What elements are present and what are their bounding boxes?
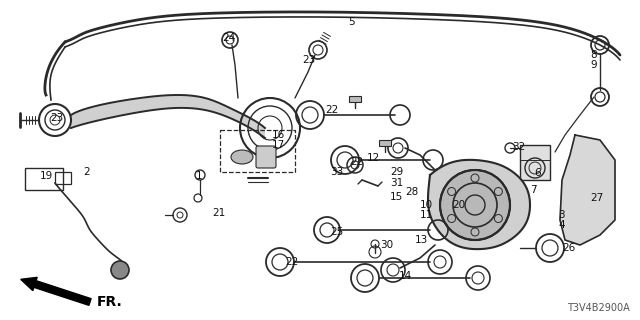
Text: 22: 22 xyxy=(285,257,298,267)
FancyArrow shape xyxy=(20,277,91,305)
Text: 15: 15 xyxy=(390,192,403,202)
Text: 6: 6 xyxy=(534,168,541,178)
Text: 29: 29 xyxy=(390,167,403,177)
FancyBboxPatch shape xyxy=(349,96,361,102)
Circle shape xyxy=(440,170,510,240)
Text: 30: 30 xyxy=(380,240,393,250)
FancyBboxPatch shape xyxy=(256,146,276,168)
Text: 12: 12 xyxy=(367,153,380,163)
Text: 3: 3 xyxy=(558,210,564,220)
Text: 20: 20 xyxy=(452,200,465,210)
Text: T3V4B2900A: T3V4B2900A xyxy=(567,303,630,313)
Text: 28: 28 xyxy=(405,187,419,197)
Text: 1: 1 xyxy=(196,171,203,181)
Text: 21: 21 xyxy=(212,208,225,218)
Text: FR.: FR. xyxy=(97,295,123,309)
Text: 23: 23 xyxy=(50,113,63,123)
Text: 11: 11 xyxy=(420,210,433,220)
Text: 24: 24 xyxy=(222,33,236,43)
Polygon shape xyxy=(71,95,265,138)
Text: 8: 8 xyxy=(590,50,596,60)
Text: 7: 7 xyxy=(530,185,536,195)
Text: 2: 2 xyxy=(83,167,90,177)
FancyBboxPatch shape xyxy=(520,145,550,180)
Text: 17: 17 xyxy=(272,140,285,150)
Text: 14: 14 xyxy=(399,271,412,281)
Text: 22: 22 xyxy=(325,105,339,115)
Text: 10: 10 xyxy=(420,200,433,210)
Text: 5: 5 xyxy=(348,17,355,27)
Polygon shape xyxy=(560,135,615,245)
Text: 25: 25 xyxy=(330,227,343,237)
Text: 27: 27 xyxy=(590,193,604,203)
Text: 23: 23 xyxy=(302,55,316,65)
Ellipse shape xyxy=(231,150,253,164)
Text: 32: 32 xyxy=(512,142,525,152)
FancyBboxPatch shape xyxy=(379,140,391,146)
Text: 16: 16 xyxy=(272,130,285,140)
Polygon shape xyxy=(428,160,530,249)
Text: 19: 19 xyxy=(40,171,53,181)
Text: 4: 4 xyxy=(558,220,564,230)
Text: 9: 9 xyxy=(590,60,596,70)
Text: 22: 22 xyxy=(350,157,364,167)
Text: 31: 31 xyxy=(390,178,403,188)
Text: 33: 33 xyxy=(330,167,343,177)
Text: 13: 13 xyxy=(415,235,428,245)
Text: 26: 26 xyxy=(562,243,575,253)
Circle shape xyxy=(111,261,129,279)
